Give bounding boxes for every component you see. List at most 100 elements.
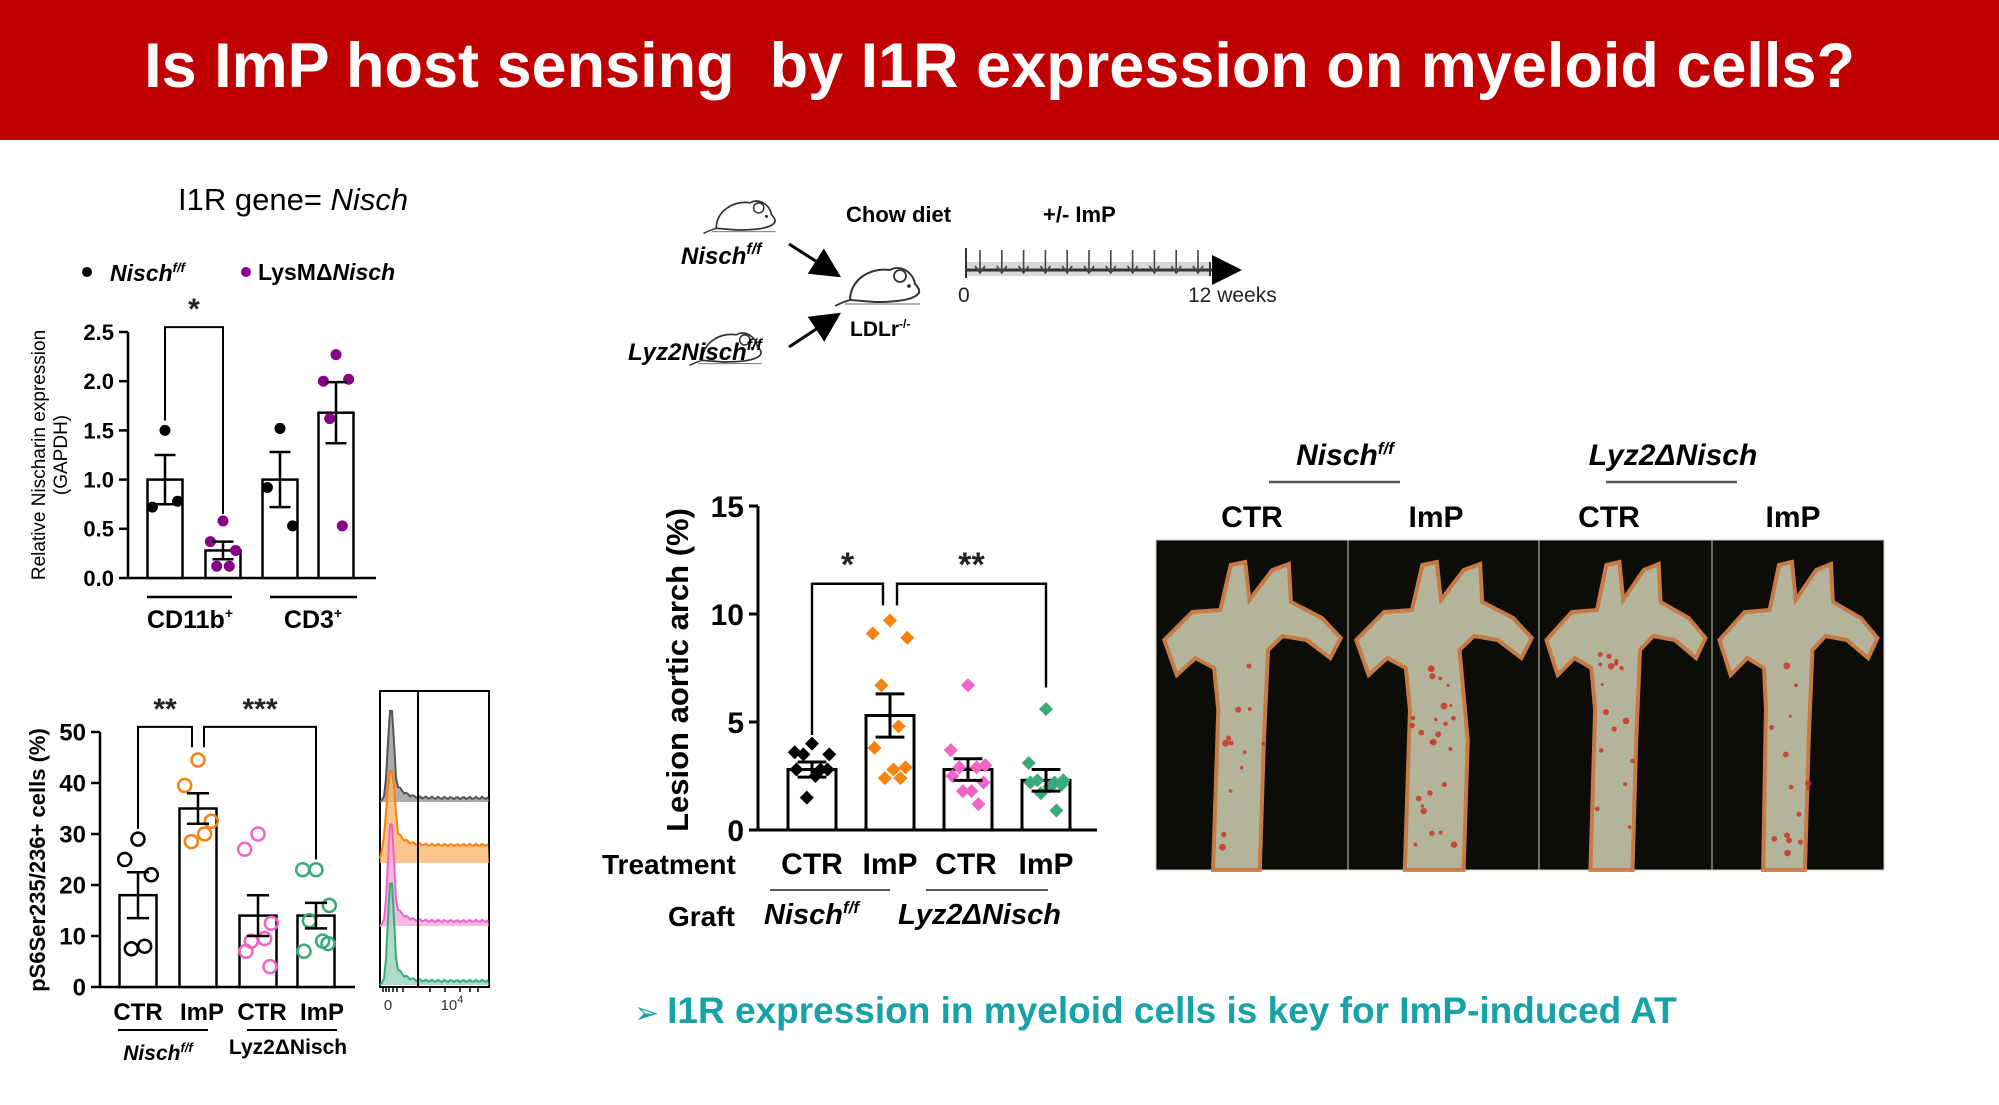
recipient-sup: -/- [899,317,910,331]
lesion-spot [1242,750,1247,755]
subtitle-gene: Nisch [331,182,409,217]
legend-wt-sup: f/f [173,260,187,275]
lesion-spot [1786,837,1792,844]
group-label-nisch: Nischf/f [764,898,861,931]
dose-arrow-head [1083,265,1095,275]
group-label-lyz2: Lyz2ΔNisch [898,899,1061,931]
photo-group-lyz2: Lyz2ΔNisch [1589,439,1758,472]
category-label: CTR [113,999,162,1026]
data-point [969,760,984,775]
data-point [183,833,200,850]
data-point [261,481,273,493]
data-point [230,544,242,556]
category-sup: + [225,605,233,621]
category-text: CD3 [284,606,334,634]
lesion-spot [1622,717,1630,725]
data-point [799,790,814,805]
data-point [211,560,223,572]
histogram-trace [379,709,489,803]
significance-bracket [137,725,193,829]
data-point [943,743,958,758]
photo-group-text: Nisch [1296,439,1378,472]
lesion-spot [1221,831,1227,838]
dose-arrow-head [1017,265,1030,275]
data-point [143,867,160,883]
diet-label: Chow diet [846,202,952,227]
category-label: CTR [935,848,997,881]
data-point [287,520,299,532]
lesion-spot [1630,758,1635,764]
lesion-spot [1448,746,1453,751]
data-point [877,771,892,786]
lesion-spot [1789,784,1794,790]
dose-arrow-head [1126,265,1139,275]
donor2-text: Lyz2Nisch [628,339,747,366]
data-point [250,826,266,842]
lesion-spot [1446,683,1450,687]
lesion-spot [1769,725,1775,730]
data-point [867,740,882,755]
conclusion-text: I1R expression in myeloid cells is key f… [667,990,1677,1031]
lesion-spot [1594,806,1600,812]
y-tick-label: 10 [711,599,744,632]
histogram-trace [379,882,489,986]
data-point [886,762,901,777]
tick-exponent: 4 [457,994,463,1006]
data-point [1054,777,1069,792]
data-point [961,678,975,693]
lesion-spot [1418,729,1425,736]
significance-label: *** [242,693,277,726]
significance-bracket [203,725,317,860]
data-point [136,938,153,954]
photo-label: ImP [1408,501,1463,534]
legend-marker-ko [241,267,251,277]
chart1-axis-title: Relative Nischarin expression (GAPDH) [29,330,72,580]
lesion-spot [1598,748,1604,753]
data-point [796,747,811,762]
lesion-spot [1613,661,1619,666]
lesion-spot [1602,709,1610,716]
lesion-spot [1225,735,1232,741]
mouse-tail [689,359,703,367]
lesion-spot [1247,707,1252,711]
category-label: ImP [180,999,224,1026]
mouse-tail [834,299,851,307]
lesion-spot [1228,740,1234,746]
lesion-spot [1413,842,1418,847]
group-label-lyz2: Lyz2ΔNisch [229,1036,347,1059]
significance-label: ** [153,693,177,726]
group-text: Nisch [123,1042,180,1065]
data-point [196,826,213,842]
photo-label: CTR [1578,501,1640,534]
data-point [274,422,286,434]
y-tick-label: 0 [73,975,86,1002]
dose-arrow-head [996,265,1008,275]
category-sup: + [334,605,342,621]
title-bar [0,0,1999,140]
aorta-tissue [1353,559,1535,872]
data-point [883,613,897,628]
lesion-spot [1235,706,1242,713]
significance-bracket [810,582,885,735]
lesion-spot [1410,715,1416,721]
aorta-tissue [1717,559,1880,872]
lesion-spot [1450,841,1458,848]
data-point [203,813,220,829]
y-tick-label: 0.0 [83,566,114,591]
aorta-tissue [1544,559,1708,872]
data-point [874,678,889,693]
lesion-spot [1784,849,1791,857]
significance-bracket [164,326,224,515]
legend-marker-wt [82,267,92,277]
y-tick-label: 0.5 [83,517,114,542]
category-label-cd11b: CD11b+ [147,605,233,634]
lesion-spot [1438,830,1443,835]
y-tick-label: 10 [59,924,86,951]
significance-label: * [188,293,200,326]
data-point [891,719,906,734]
data-point [321,897,338,914]
legend-label-wt: Nischf/f [110,260,187,286]
significance-label: ** [958,546,985,584]
lesion-spot [1627,825,1632,829]
